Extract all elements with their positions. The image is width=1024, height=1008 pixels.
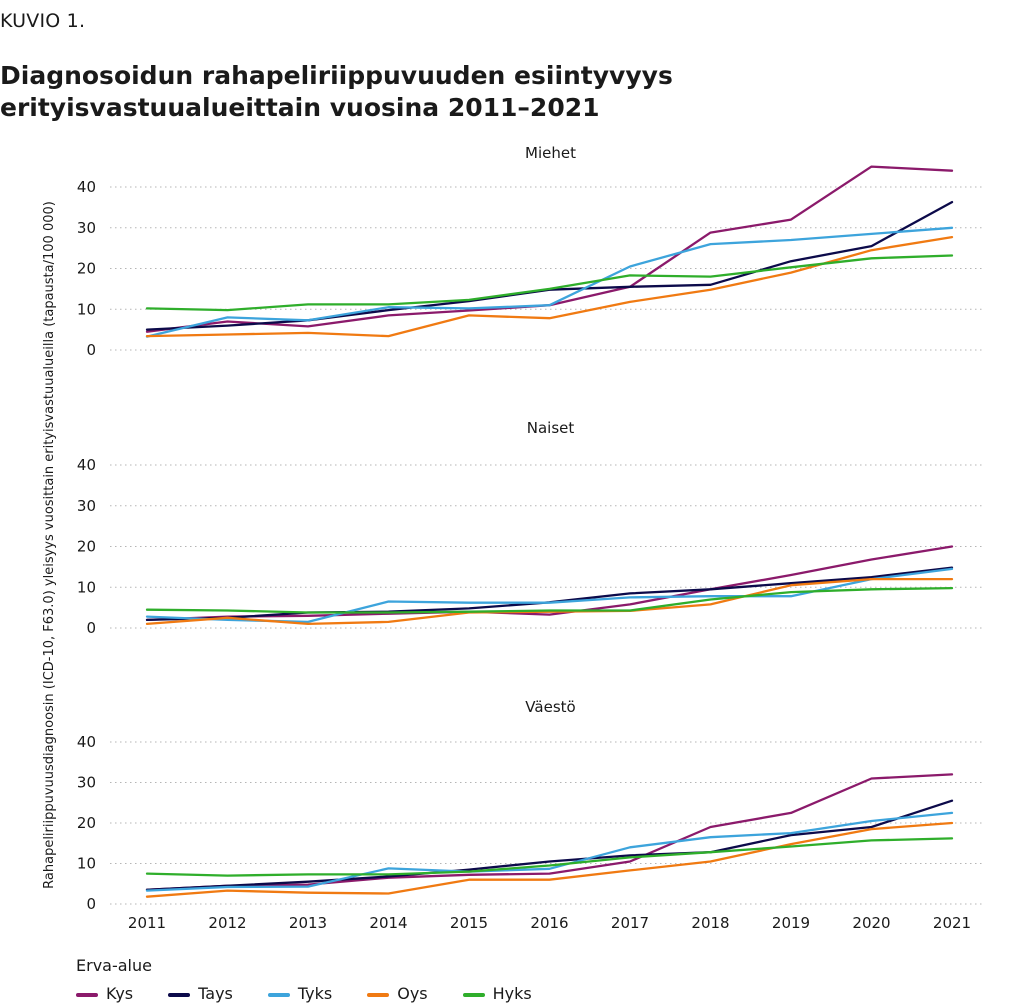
legend-swatch [367,992,390,997]
series-line-oys [145,577,954,626]
y-tick-label: 20 [77,814,96,832]
y-tick-label: 10 [77,578,96,596]
y-tick-label: 30 [77,497,96,515]
y-tick-label: 30 [77,774,96,792]
y-tick-label: 40 [77,178,96,196]
x-tick-label: 2014 [369,914,407,932]
y-tick-label: 40 [77,733,96,751]
series-line-oys [145,821,954,898]
legend-swatch [168,992,191,997]
panel-title: Miehet [525,144,576,162]
y-tick-label: 10 [77,855,96,873]
y-tick-label: 0 [86,341,96,359]
legend-item-tays: Tays [168,984,233,1003]
series-line-hyks [145,254,954,312]
legend-swatch [462,992,485,997]
y-tick-label: 10 [77,300,96,318]
legend-item-hyks: Hyks [462,984,532,1003]
figure-label: KUVIO 1. [0,10,86,32]
x-tick-label: 2019 [772,914,810,932]
x-tick-label: 2017 [611,914,649,932]
x-tick-label: 2013 [289,914,327,932]
legend-label: Tays [198,984,233,1003]
y-tick-label: 0 [86,895,96,913]
series-line-kys [145,545,954,622]
series-line-tyks [145,811,954,892]
series-line-tays [145,200,954,331]
legend-label: Hyks [492,984,532,1003]
line-chart: Miehet 0 10 20 30 40 Naiset 0 10 20 30 40 Väestö 0 10 2… [42,144,985,932]
x-tick-label: 2021 [933,914,971,932]
y-tick-label: 20 [77,260,96,278]
legend-title: Erva-alue [76,956,152,975]
panel-title: Naiset [527,419,575,437]
panel-title: Väestö [525,698,575,716]
x-tick-label: 2018 [691,914,729,932]
legend-items: Kys Tays Tyks Oys Hyks [76,984,567,1003]
series-line-hyks [145,586,954,614]
x-tick-label: 2011 [128,914,166,932]
series-line-tays [145,799,954,891]
x-tick-label: 2012 [208,914,246,932]
y-tick-label: 40 [77,456,96,474]
legend-item-tyks: Tyks [267,984,333,1003]
series-line-tyks [145,226,954,338]
legend-label: Tyks [297,984,333,1003]
x-tick-label: 2020 [852,914,890,932]
legend-label: Oys [397,984,428,1003]
legend-item-kys: Kys [76,984,133,1003]
x-tick-label: 2016 [530,914,568,932]
legend-item-oys: Oys [367,984,428,1003]
x-tick-label: 2015 [450,914,488,932]
y-tick-label: 0 [86,619,96,637]
series-line-hyks [145,837,954,877]
series-line-kys [145,773,954,891]
series-line-oys [145,235,954,338]
legend-swatch [267,992,290,997]
legend-swatch [76,992,98,997]
y-tick-label: 20 [77,538,96,556]
chart-title: Diagnosoidun rahapeliriippuvuuden esiint… [0,61,673,122]
legend-label: Kys [106,984,134,1003]
y-tick-label: 30 [77,219,96,237]
y-axis-label: Rahapeliriippuvuusdiagnoosin (ICD-10, F6… [42,201,57,889]
